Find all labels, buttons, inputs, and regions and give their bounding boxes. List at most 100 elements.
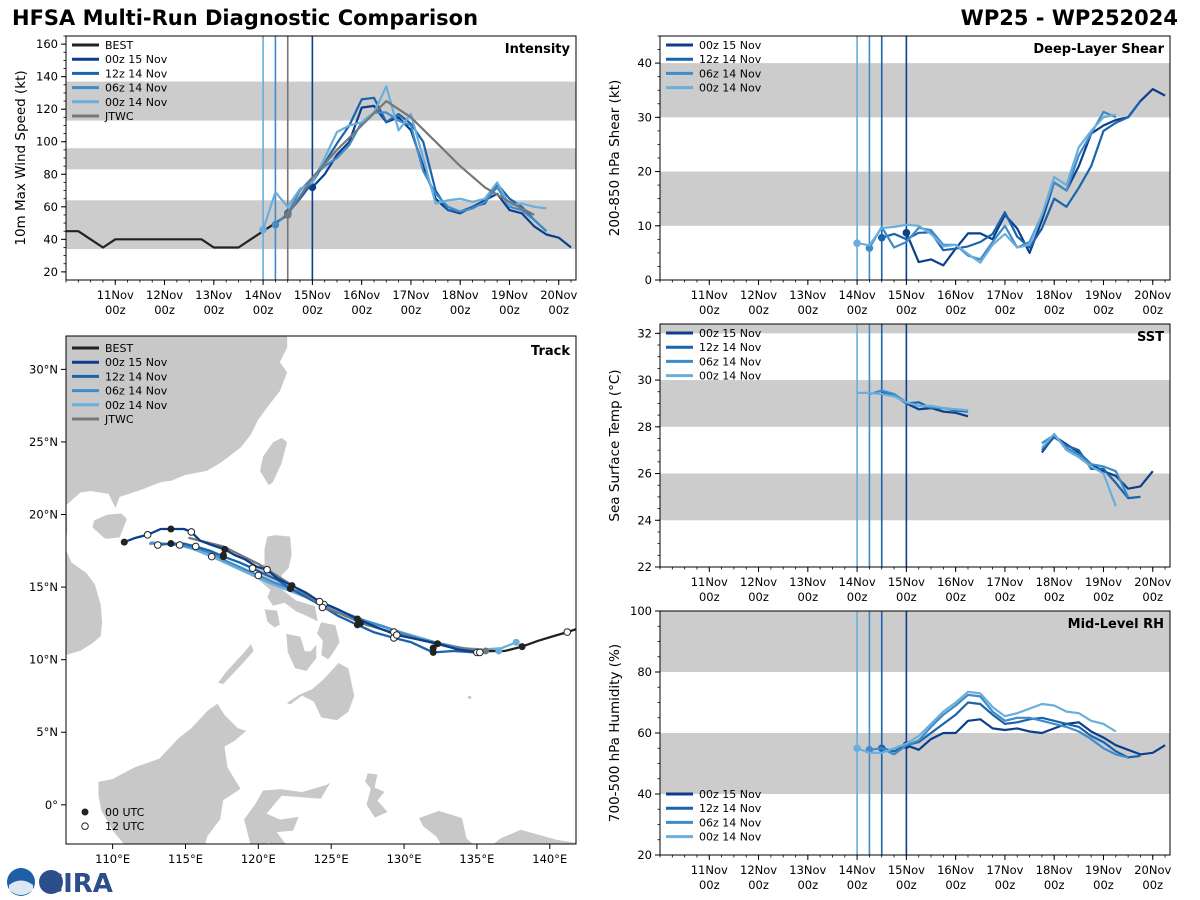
x-tick-label-hour: 00z: [302, 303, 323, 317]
panel-title: Intensity: [505, 42, 571, 57]
x-tick-label-hour: 00z: [1142, 878, 1163, 892]
x-tick-label-date: 15Nov: [888, 288, 925, 302]
x-tick-label-hour: 00z: [797, 590, 818, 604]
track-marker-00utc: [353, 621, 361, 629]
panel-title: SST: [1137, 330, 1164, 345]
legend-label: 06z 14 Nov: [699, 355, 762, 368]
y-tick-label: 15°N: [29, 580, 58, 594]
y-tick-label: 60: [637, 726, 652, 740]
x-tick-label-date: 17Nov: [986, 575, 1023, 589]
series-line-12z-14-nov: [881, 100, 1142, 252]
x-tick-label: 120°E: [241, 852, 276, 866]
series-line-00z-15-nov: [905, 402, 969, 418]
y-tick-label: 0°: [45, 798, 58, 812]
x-tick-label-date: 11Nov: [691, 288, 728, 302]
x-tick-label-hour: 00z: [995, 303, 1016, 317]
x-tick-label-date: 18Nov: [442, 288, 479, 302]
cira-logo: CIRA: [7, 868, 113, 898]
y-tick-label: 30: [637, 110, 652, 124]
x-tick-label-hour: 00z: [748, 303, 769, 317]
x-tick-label-date: 20Nov: [1134, 863, 1171, 877]
init-marker: [902, 229, 911, 237]
x-tick-label-hour: 00z: [995, 878, 1016, 892]
y-tick-label: 160: [36, 37, 58, 51]
x-tick-label-date: 12Nov: [740, 863, 777, 877]
y-tick-label: 20°N: [29, 508, 58, 522]
panel-title: Deep-Layer Shear: [1033, 42, 1164, 57]
x-tick-label-hour: 00z: [1093, 303, 1114, 317]
series-line-12z-14-nov: [881, 701, 1141, 759]
y-tick-label: 40: [637, 787, 652, 801]
x-tick-label-date: 18Nov: [1036, 575, 1073, 589]
shaded-band: [660, 324, 1170, 334]
track-marker-00utc: [495, 647, 503, 655]
legend-label: JTWC: [104, 413, 134, 426]
y-tick-label: 10°N: [29, 653, 58, 667]
y-tick-label: 24: [637, 513, 652, 527]
series-group: [857, 389, 1154, 507]
x-tick-label-date: 16Nov: [937, 288, 974, 302]
halmahera-island: [364, 772, 389, 819]
y-axis-label: 10m Max Wind Speed (kt): [13, 70, 29, 245]
x-tick-label-date: 13Nov: [195, 288, 232, 302]
shaded-band: [660, 171, 1170, 226]
x-tick-label-hour: 00z: [1142, 590, 1163, 604]
series-line-jtwc: [286, 100, 535, 216]
shaded-band: [660, 611, 1170, 672]
x-tick-label-date: 20Nov: [1134, 288, 1171, 302]
track-marker-12utc: [315, 597, 324, 606]
x-tick-label-hour: 00z: [945, 878, 966, 892]
x-tick-label-date: 13Nov: [789, 288, 826, 302]
track-marker-00utc: [512, 638, 520, 646]
y-tick-label: 0: [645, 273, 652, 287]
series-line-00z-14-nov: [857, 391, 969, 412]
series-line-06z-14-nov: [868, 110, 1117, 261]
x-tick-label-date: 16Nov: [937, 863, 974, 877]
plot-frame: [659, 35, 1171, 281]
x-tick-label-hour: 00z: [699, 590, 720, 604]
x-tick-label-date: 19Nov: [1085, 575, 1122, 589]
x-tick-label-date: 18Nov: [1036, 863, 1073, 877]
series-group: [66, 85, 572, 249]
visayas-islands: [285, 633, 317, 672]
x-tick-label-date: 14Nov: [839, 288, 876, 302]
init-marker: [853, 239, 861, 247]
x-tick-label-date: 16Nov: [937, 575, 974, 589]
y-tick-label: 20: [43, 265, 58, 279]
x-tick-label-date: 15Nov: [888, 863, 925, 877]
x-tick-label-hour: 00z: [945, 303, 966, 317]
track-marker-12utc: [563, 628, 572, 636]
y-tick-label: 20: [637, 848, 652, 862]
x-tick-label-date: 20Nov: [540, 288, 577, 302]
x-tick-label-date: 19Nov: [1085, 288, 1122, 302]
x-tick-label-date: 20Nov: [1134, 575, 1171, 589]
legend-label: BEST: [105, 39, 133, 52]
legend-label: 12z 14 Nov: [699, 341, 762, 354]
land-group: [66, 336, 576, 844]
marker-legend-label: 12 UTC: [105, 820, 145, 833]
legend-label: 00z 14 Nov: [699, 831, 762, 844]
track-marker-00utc: [482, 647, 490, 655]
track-marker-12utc: [143, 531, 152, 539]
hainan-island: [91, 512, 128, 540]
track-marker-12utc: [248, 564, 257, 573]
legend-label: 12z 14 Nov: [699, 53, 762, 66]
y-axis-label: 200-850 hPa Shear (kt): [607, 80, 623, 237]
legend-label: 06z 14 Nov: [105, 82, 168, 95]
series-line-best: [66, 213, 289, 249]
y-tick-label: 10: [637, 219, 652, 233]
x-tick-label-hour: 00z: [699, 303, 720, 317]
y-tick-label: 30: [637, 373, 652, 387]
track-marker-00utc: [221, 545, 229, 553]
x-tick-label-hour: 00z: [797, 303, 818, 317]
x-tick-label-hour: 00z: [1044, 303, 1065, 317]
mainland-asia: [66, 336, 288, 510]
legend-label: 06z 14 Nov: [699, 816, 762, 829]
palau-island: [467, 695, 472, 700]
x-tick-label-hour: 00z: [401, 303, 422, 317]
series-group: [853, 88, 1166, 267]
mindoro-island: [263, 608, 281, 629]
y-tick-label: 60: [43, 200, 58, 214]
track-marker-00utc: [120, 538, 128, 546]
x-tick-label: 135°E: [459, 852, 494, 866]
